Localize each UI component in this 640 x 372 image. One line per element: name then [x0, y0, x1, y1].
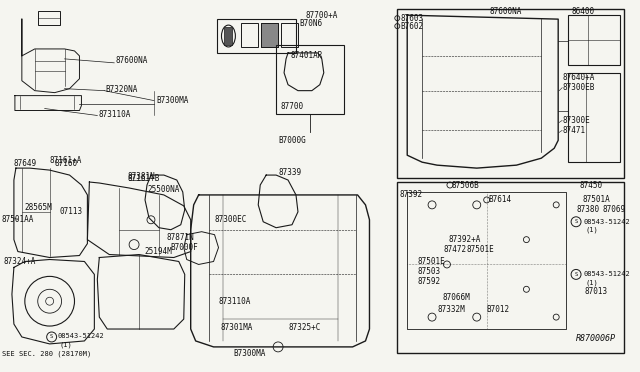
Text: R870006P: R870006P	[576, 334, 616, 343]
Text: S: S	[575, 219, 578, 224]
Text: (1): (1)	[60, 341, 72, 348]
Text: 87069: 87069	[603, 205, 626, 214]
Text: 25500NA: 25500NA	[147, 186, 179, 195]
Text: 87501E: 87501E	[467, 245, 495, 254]
Text: 87649: 87649	[14, 158, 37, 168]
Text: 87501E: 87501E	[417, 257, 445, 266]
Text: (1): (1)	[586, 227, 599, 233]
Text: 87301MA: 87301MA	[221, 323, 253, 331]
Text: 87300EB: 87300EB	[562, 83, 595, 92]
Text: 87871N: 87871N	[167, 233, 195, 242]
Text: 87392: 87392	[399, 190, 422, 199]
Text: 86400: 86400	[571, 7, 594, 16]
Text: 87503: 87503	[417, 267, 440, 276]
Text: 08543-51242: 08543-51242	[58, 333, 104, 339]
Text: 25194M: 25194M	[144, 247, 172, 256]
Text: B7000G: B7000G	[278, 136, 306, 145]
Text: 87700: 87700	[280, 102, 303, 111]
Bar	[38, 11, 60, 25]
Text: 873110A: 873110A	[218, 297, 251, 306]
Text: 08543-51242: 08543-51242	[583, 272, 630, 278]
Bar	[261, 23, 278, 47]
Text: 873110A: 873110A	[99, 110, 131, 119]
Text: 87300E: 87300E	[562, 116, 590, 125]
Text: 07113: 07113	[60, 207, 83, 217]
Bar	[225, 27, 232, 45]
Text: 87161+B: 87161+B	[127, 174, 159, 183]
Text: B70N6: B70N6	[299, 19, 322, 28]
Text: 87380: 87380	[576, 205, 599, 214]
Text: 87501AA: 87501AA	[2, 215, 35, 224]
Text: 87450: 87450	[579, 180, 602, 189]
Text: B7300MA: B7300MA	[156, 96, 188, 105]
Text: B7602: B7602	[400, 22, 424, 31]
Text: 87471: 87471	[562, 126, 586, 135]
Text: 87600NA: 87600NA	[115, 56, 148, 65]
Bar	[276, 45, 344, 115]
Text: 87300EC: 87300EC	[214, 215, 247, 224]
Bar	[568, 15, 620, 65]
Text: 08543-51242: 08543-51242	[583, 219, 630, 225]
Text: B7000F: B7000F	[171, 243, 198, 252]
Text: 87506B: 87506B	[452, 180, 479, 189]
Text: 87332M: 87332M	[437, 305, 465, 314]
Text: SEE SEC. 280 (28170M): SEE SEC. 280 (28170M)	[2, 350, 92, 357]
Text: 87013: 87013	[584, 287, 607, 296]
Text: B7320NA: B7320NA	[106, 85, 138, 94]
Text: 87339: 87339	[278, 168, 301, 177]
Bar	[397, 9, 624, 178]
Text: 87501A: 87501A	[582, 195, 610, 204]
Text: 87592: 87592	[417, 277, 440, 286]
Text: B7614: B7614	[489, 195, 512, 204]
Text: 87472: 87472	[444, 245, 467, 254]
Text: B7012: B7012	[486, 305, 510, 314]
Text: B7300MA: B7300MA	[234, 349, 266, 358]
Text: (1): (1)	[586, 279, 599, 286]
Text: 87160: 87160	[54, 158, 77, 168]
Text: S: S	[575, 272, 578, 277]
Bar	[216, 19, 296, 53]
Text: S: S	[50, 334, 53, 340]
Text: 28565M: 28565M	[25, 203, 52, 212]
Bar	[261, 23, 278, 47]
Bar	[281, 23, 298, 47]
Text: 87640+A: 87640+A	[562, 73, 595, 82]
Text: 87381N: 87381N	[127, 171, 155, 180]
Text: 87401AR: 87401AR	[290, 51, 323, 60]
Bar	[241, 23, 258, 47]
Text: 87392+A: 87392+A	[449, 235, 481, 244]
Text: 87600NA: 87600NA	[490, 7, 522, 16]
Text: 87324+A: 87324+A	[4, 257, 36, 266]
Text: 87325+C: 87325+C	[288, 323, 321, 331]
Text: 87066M: 87066M	[443, 293, 471, 302]
Bar	[568, 73, 620, 162]
Text: 87603: 87603	[400, 14, 424, 23]
Text: 87700+A: 87700+A	[306, 11, 339, 20]
Bar	[397, 182, 624, 353]
Text: 87161+A: 87161+A	[50, 155, 82, 165]
